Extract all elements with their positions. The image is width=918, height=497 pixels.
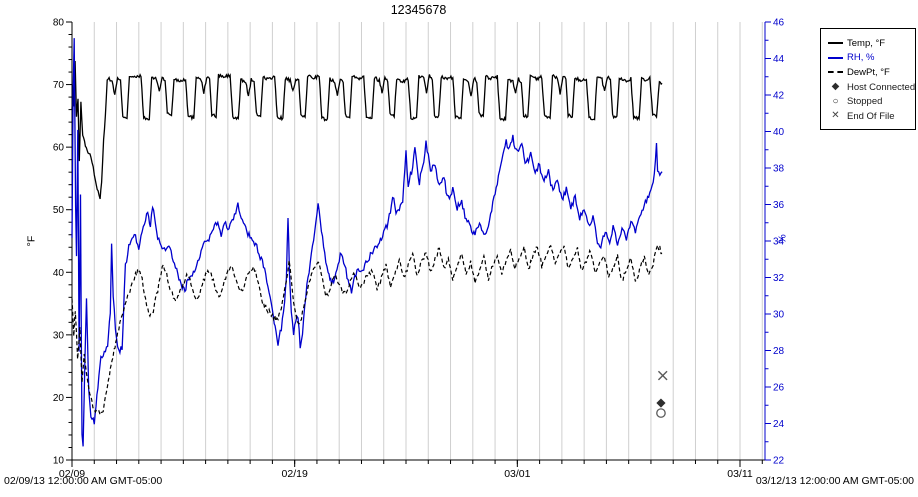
legend-entry-dewpt: DewPt, °F (828, 65, 915, 80)
legend-entry-host-connected: ◆ Host Connected (828, 80, 915, 95)
x-axis-tick-label: 03/11 (727, 468, 753, 480)
right-axis-tick-label: 30 (773, 310, 785, 321)
right-axis-tick-label: 28 (773, 346, 785, 357)
legend-label: Stopped (847, 96, 883, 108)
right-axis-tick-label: 44 (773, 54, 785, 65)
end-of-file-marker (657, 370, 668, 381)
right-axis-tick-label: 26 (773, 383, 785, 394)
left-axis-title: °F (25, 235, 38, 247)
left-axis-tick-label: 60 (53, 143, 65, 154)
legend-entry-rh: RH, % (828, 51, 915, 66)
series-curves (71, 38, 663, 447)
x-axis-tick-label: 02/09 (59, 468, 85, 480)
x-icon: ✕ (831, 110, 840, 122)
legend-entry-stopped: ○ Stopped (828, 94, 915, 109)
right-axis-title: % (776, 234, 789, 244)
axes: 10 20 30 40 50 60 70 80 22 24 26 28 30 32 34 36 38 40 42 44… (53, 18, 785, 481)
right-axis-tick-label: 24 (773, 419, 785, 430)
right-axis-tick-label: 32 (773, 273, 785, 284)
left-axis-tick-label: 40 (53, 268, 65, 279)
left-axis-tick-label: 50 (53, 205, 65, 216)
legend-entry-end-of-file: ✕ End Of File (828, 109, 915, 124)
left-axis-tick-label: 30 (53, 330, 65, 341)
rh-line-swatch (828, 56, 843, 59)
right-axis-tick-label: 34 (773, 237, 785, 248)
x-axis-tick-label: 02/19 (282, 468, 308, 480)
legend-entry-temp: Temp, °F (828, 36, 915, 51)
right-axis-tick-label: 42 (773, 91, 785, 102)
legend-label: Temp, °F (847, 37, 886, 49)
end-timestamp: 03/12/13 12:00:00 AM GMT-05:00 (755, 475, 914, 487)
legend-label: Host Connected (847, 81, 916, 93)
right-axis-tick-label: 22 (773, 456, 785, 467)
host-connected-marker (656, 398, 666, 408)
temp-line-swatch (828, 42, 843, 45)
left-axis-tick-label: 20 (53, 393, 65, 404)
stopped-marker (656, 408, 666, 418)
x-axis-tick-label: 03/01 (504, 468, 530, 480)
legend-label: RH, % (847, 52, 875, 64)
left-axis-tick-label: 70 (53, 80, 65, 91)
rh-curve (71, 38, 663, 447)
dewpt-curve (71, 243, 663, 417)
chart-title: 12345678 (390, 3, 447, 17)
right-axis-tick-label: 46 (773, 18, 785, 29)
dewpt-line-swatch (828, 71, 843, 74)
left-axis-tick-label: 10 (53, 456, 65, 467)
legend: Temp, °F RH, % DewPt, °F ◆ Host Connected ○ St… (820, 28, 916, 130)
legend-label: End Of File (847, 110, 895, 122)
circle-icon: ○ (832, 95, 839, 107)
temp-curve (71, 60, 663, 200)
legend-label: DewPt, °F (847, 66, 890, 78)
plot-gridlines (93, 22, 763, 460)
start-timestamp: 02/09/13 12:00:00 AM GMT-05:00 (4, 475, 163, 487)
event-markers (656, 370, 668, 418)
left-axis-tick-label: 80 (53, 18, 65, 29)
right-axis-tick-label: 38 (773, 164, 785, 175)
right-axis-tick-label: 40 (773, 127, 785, 138)
right-axis-tick-label: 36 (773, 200, 785, 211)
diamond-icon: ◆ (831, 81, 840, 93)
